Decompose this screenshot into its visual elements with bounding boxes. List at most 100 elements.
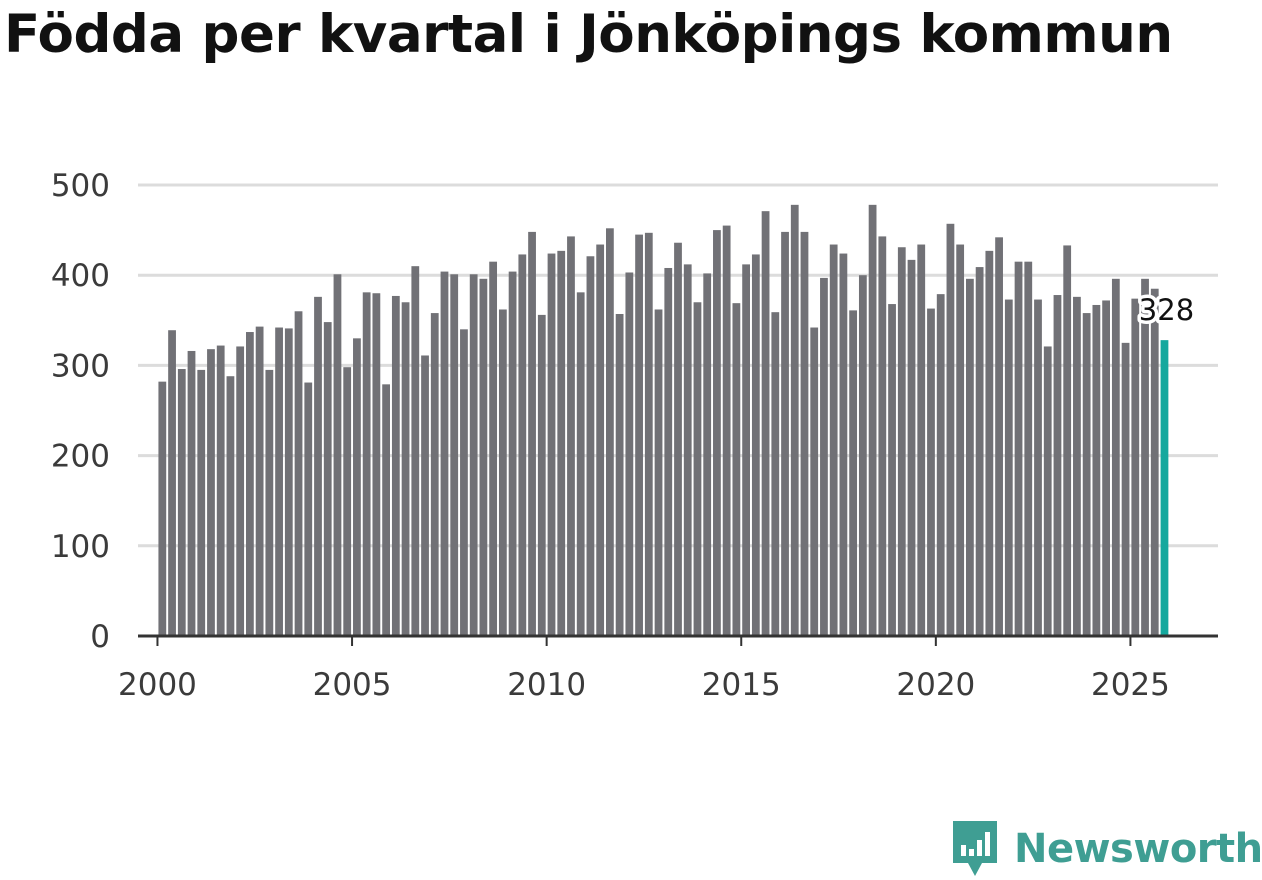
bar [936,294,945,636]
y-tick-label-0: 0 [90,619,110,655]
highlight-label-halo: 328 [1139,293,1194,327]
bar [790,204,799,636]
bar [460,329,468,636]
chart-title: Födda per kvartal i Jönköpings kommun [4,4,1173,65]
bar [1034,299,1042,636]
bar [294,311,303,636]
y-tick-label-300: 300 [51,348,110,384]
bar [820,277,828,636]
bar [537,314,546,636]
bar [771,312,780,636]
bar [450,274,459,636]
bar [528,231,536,636]
bar [683,264,692,636]
bar [858,275,867,636]
bar [664,267,673,636]
bar [995,237,1003,636]
bar [255,326,264,636]
bar [557,250,566,636]
bar [421,355,429,636]
bar [761,211,770,636]
bar [1102,300,1110,636]
bar [207,349,215,636]
bar [1121,342,1130,636]
bar [888,304,896,636]
bar [226,376,235,636]
bar [975,267,984,636]
bar [1141,278,1149,636]
y-tick-label-400: 400 [51,258,110,294]
x-tick-label-2020: 2020 [896,667,975,703]
bar [907,259,916,636]
bar [353,338,361,636]
bar-highlight [1160,340,1169,636]
y-tick-label-100: 100 [51,529,110,565]
bar [246,332,254,636]
y-tick-label-200: 200 [51,439,110,475]
bar [868,204,877,636]
bar [644,232,653,636]
bar [498,309,507,636]
bar [362,292,371,636]
bar [732,303,741,636]
bar [479,278,488,636]
bar [625,272,634,636]
bar [411,266,420,636]
bar [440,271,449,636]
bar [216,345,225,636]
bar [674,242,682,637]
bar [1053,295,1062,636]
bar [966,278,974,636]
bar [839,253,848,637]
brand-name: Newsworthy [1014,826,1262,872]
newsworthy-icon [953,821,997,876]
bar [314,296,322,636]
bar [1014,261,1023,636]
bar [343,367,352,636]
bar [323,322,332,636]
bar [391,295,400,636]
bar [1111,278,1120,636]
x-tick-label-2025: 2025 [1091,667,1170,703]
bar [567,236,575,636]
highlight-value-label: 328 [1139,293,1194,327]
bar [615,313,624,636]
bar [810,327,819,636]
bar [1092,304,1101,636]
bar [576,292,585,636]
bar [275,327,283,636]
bar [430,313,439,636]
bar [927,308,935,636]
bar [1004,299,1013,636]
bar [1131,298,1140,636]
bar [713,230,721,636]
bar [1073,296,1081,636]
bar [956,244,965,636]
bar [800,231,809,636]
bar [177,369,186,636]
bar [547,253,556,637]
bar [158,381,167,636]
bar [586,256,595,636]
bar [635,234,643,637]
bar [751,254,760,636]
y-tick-label-500: 500 [51,168,110,204]
bar [1063,245,1072,636]
bar [829,244,838,636]
bar [596,244,605,636]
bar [284,328,293,636]
bar [489,261,498,636]
bar [654,309,663,636]
brand-logo[interactable]: Newsworthy [950,818,1262,880]
bar [742,264,750,636]
bar [187,350,196,636]
bar [508,271,517,636]
axes [138,634,1218,646]
bar [722,225,731,636]
bar [897,247,906,637]
bar [401,302,410,636]
bar [168,330,176,636]
bar [1043,346,1052,636]
x-tick-label-2015: 2015 [702,667,781,703]
